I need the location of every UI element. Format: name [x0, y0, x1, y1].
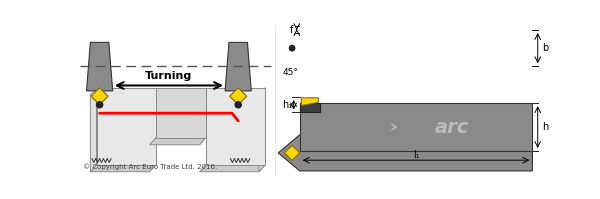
Circle shape: [289, 45, 295, 51]
Text: b: b: [542, 43, 548, 53]
Polygon shape: [86, 42, 113, 91]
Polygon shape: [149, 138, 206, 145]
Text: h: h: [542, 122, 548, 132]
Polygon shape: [278, 135, 532, 171]
Polygon shape: [91, 88, 108, 105]
Text: arc: arc: [434, 118, 469, 137]
Polygon shape: [156, 88, 206, 138]
Polygon shape: [390, 122, 398, 132]
Text: Turning: Turning: [145, 71, 193, 81]
Polygon shape: [206, 88, 265, 165]
Polygon shape: [97, 88, 156, 165]
Polygon shape: [91, 165, 156, 172]
Circle shape: [235, 102, 241, 108]
Text: f: f: [290, 25, 293, 35]
Text: l₁: l₁: [413, 150, 419, 160]
Polygon shape: [259, 88, 265, 172]
Circle shape: [97, 102, 103, 108]
Bar: [300, 103, 320, 112]
Polygon shape: [284, 145, 300, 161]
Text: h₁: h₁: [283, 100, 293, 110]
Polygon shape: [91, 88, 97, 172]
Bar: [300, 103, 532, 151]
Polygon shape: [230, 88, 247, 105]
Text: 45°: 45°: [282, 68, 298, 77]
Polygon shape: [301, 98, 318, 105]
Polygon shape: [200, 165, 265, 172]
Text: © Copyright Arc Euro Trade Ltd. 2016.: © Copyright Arc Euro Trade Ltd. 2016.: [83, 164, 217, 170]
Polygon shape: [225, 42, 251, 91]
